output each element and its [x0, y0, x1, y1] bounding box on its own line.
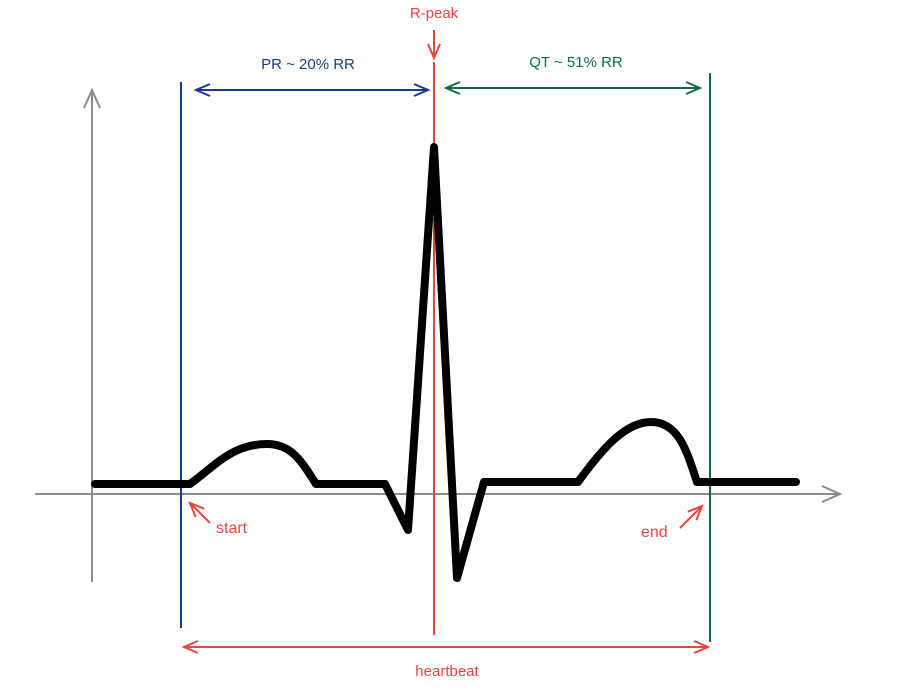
- ecg-waveform: [91, 143, 800, 582]
- pr-interval-label: PR ~ 20% RR: [261, 56, 355, 73]
- r-peak-label: R-peak: [410, 5, 459, 22]
- end-pointer: [679, 506, 702, 529]
- end-label: end: [641, 524, 668, 541]
- start-pointer: [190, 503, 211, 524]
- heartbeat-label: heartbeat: [415, 663, 479, 680]
- qt-interval-label: QT ~ 51% RR: [529, 54, 623, 71]
- start-label: start: [216, 520, 248, 537]
